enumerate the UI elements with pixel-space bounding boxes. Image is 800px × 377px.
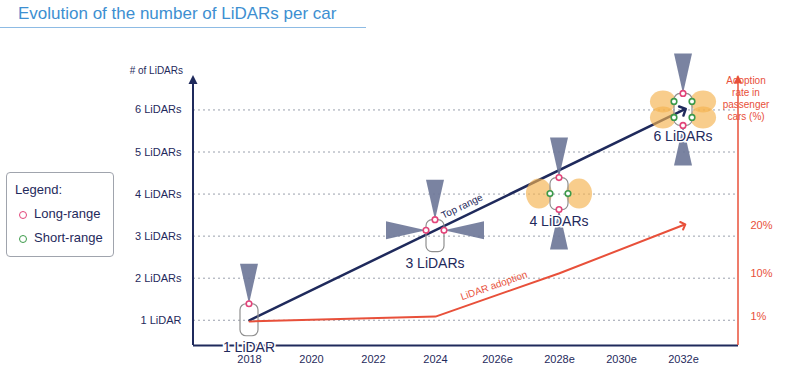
svg-text:3 LiDARs: 3 LiDARs xyxy=(135,230,182,242)
html-text:Evolution of the number of LiD: Evolution of the number of LiDARs per ca… xyxy=(18,4,337,23)
svg-text:2 LiDARs: 2 LiDARs xyxy=(135,272,182,284)
html-text:Short-range: Short-range xyxy=(34,230,103,245)
svg-text:LiDAR adoption: LiDAR adoption xyxy=(459,269,529,303)
svg-text:2028e: 2028e xyxy=(544,353,575,365)
svg-text:Adoptionrate inpassengercars (: Adoptionrate inpassengercars (%) xyxy=(723,75,770,122)
svg-text:2022: 2022 xyxy=(361,353,385,365)
svg-text:# of LiDARs: # of LiDARs xyxy=(130,65,183,76)
svg-text:3 LiDARs: 3 LiDARs xyxy=(405,255,464,271)
svg-text:5 LiDARs: 5 LiDARs xyxy=(135,146,182,158)
svg-text:2032e: 2032e xyxy=(668,353,699,365)
svg-text:2026e: 2026e xyxy=(482,353,513,365)
svg-text:10%: 10% xyxy=(751,267,773,279)
svg-text:4 LiDARs: 4 LiDARs xyxy=(529,213,588,229)
svg-text:6 LiDARs: 6 LiDARs xyxy=(653,128,712,144)
svg-text:2020: 2020 xyxy=(299,353,323,365)
svg-text:1 LiDAR: 1 LiDAR xyxy=(141,314,182,326)
html-text:Legend:: Legend: xyxy=(15,182,62,197)
svg-text:6 LiDARs: 6 LiDARs xyxy=(135,103,182,115)
svg-text:2024: 2024 xyxy=(423,353,447,365)
svg-text:2018: 2018 xyxy=(237,353,261,365)
svg-text:2030e: 2030e xyxy=(606,353,637,365)
svg-text:1%: 1% xyxy=(751,310,767,322)
svg-text:Top range: Top range xyxy=(439,191,484,220)
svg-text:4 LiDARs: 4 LiDARs xyxy=(135,188,182,200)
svg-text:1 LiDAR: 1 LiDAR xyxy=(223,339,275,355)
html-text:Long-range: Long-range xyxy=(34,206,101,221)
svg-text:20%: 20% xyxy=(751,219,773,231)
